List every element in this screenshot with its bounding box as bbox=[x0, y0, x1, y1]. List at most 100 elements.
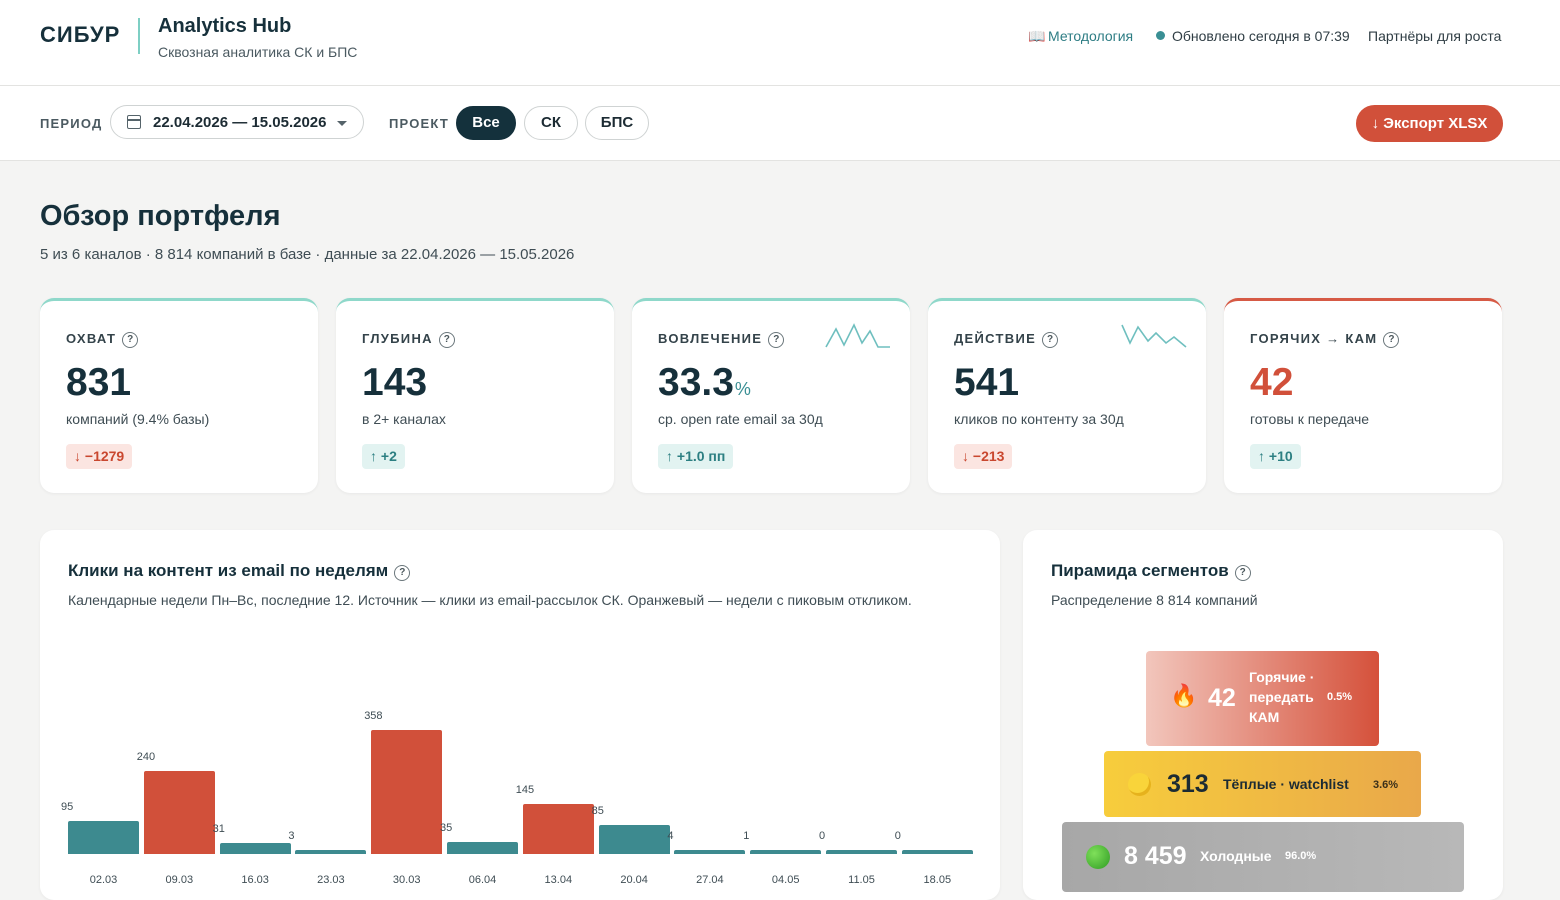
kpi-value: 33.3 bbox=[658, 361, 734, 404]
chart-bar[interactable] bbox=[750, 850, 822, 854]
bar-value-label: 145 bbox=[515, 783, 535, 796]
kpi-label-wrap: ВОВЛЕЧЕНИЕ? bbox=[658, 331, 785, 348]
calendar-icon bbox=[127, 115, 141, 129]
book-icon: 📖 bbox=[1028, 28, 1046, 44]
brand-divider bbox=[138, 18, 140, 54]
kpi-delta-badge: ↑ +10 bbox=[1250, 444, 1301, 469]
project-bps-button[interactable]: БПС bbox=[585, 106, 649, 140]
fire-icon: 🔥 bbox=[1170, 683, 1198, 708]
x-tick-label: 13.04 bbox=[544, 874, 573, 886]
tier-name: Горячие · передать КАМ bbox=[1249, 669, 1315, 725]
bar-value-label: 240 bbox=[136, 750, 156, 763]
partners-link[interactable]: Партнёры для роста bbox=[1368, 28, 1502, 44]
tier-cold[interactable]: 8 459 Холодные 96.0% bbox=[1062, 822, 1464, 892]
kpi-card-hot-to-kam[interactable]: ГОРЯЧИХ → КАМ? 42 готовы к передаче ↑ +1… bbox=[1224, 298, 1502, 493]
help-icon[interactable]: ? bbox=[1234, 565, 1251, 581]
x-tick-label: 30.03 bbox=[392, 874, 421, 886]
kpi-label: ВОВЛЕЧЕНИЕ bbox=[658, 331, 763, 346]
methodology-link[interactable]: 📖 Методология bbox=[1028, 28, 1133, 45]
kpi-card-action[interactable]: ДЕЙСТВИЕ? 541 кликов по контенту за 30д … bbox=[928, 298, 1206, 493]
pyramid-subtitle: Распределение 8 814 компаний bbox=[1051, 592, 1258, 608]
kpi-card-reach[interactable]: ОХВАТ? 831 компаний (9.4% базы) ↓ −1279 bbox=[40, 298, 318, 493]
sparkline-icon bbox=[1121, 324, 1187, 348]
kpi-value: 143 bbox=[362, 361, 428, 404]
x-tick-label: 18.05 bbox=[923, 874, 952, 886]
x-tick-label: 09.03 bbox=[165, 874, 194, 886]
bar-value-label: 95 bbox=[61, 801, 74, 814]
chart-bar[interactable] bbox=[219, 843, 291, 854]
clicks-chart-panel: Клики на контент из email по неделям? Ка… bbox=[40, 530, 1000, 900]
kpi-label-wrap: ГОРЯЧИХ → КАМ? bbox=[1250, 331, 1400, 348]
kpi-value: 42 bbox=[1250, 361, 1294, 404]
kpi-description: ср. open rate email за 30д bbox=[658, 411, 823, 427]
x-tick-label: 11.05 bbox=[848, 874, 875, 886]
kpi-label: ДЕЙСТВИЕ bbox=[954, 331, 1037, 346]
chart-bar[interactable] bbox=[143, 770, 215, 854]
tier-count: 42 bbox=[1208, 684, 1236, 712]
kpi-value: 541 bbox=[954, 361, 1020, 404]
chart-bar[interactable] bbox=[826, 850, 897, 854]
chart-bar[interactable] bbox=[598, 824, 670, 854]
filter-bar: ПЕРИОД 22.04.2026 — 15.05.2026 ПРОЕКТ Вс… bbox=[0, 86, 1560, 161]
tier-count: 313 bbox=[1167, 770, 1209, 798]
page-subtitle: 5 из 6 каналов · 8 814 компаний в базе ·… bbox=[40, 246, 575, 263]
bar-value-label: 0 bbox=[894, 830, 901, 842]
chart-bar[interactable] bbox=[674, 850, 746, 854]
chart-bar[interactable] bbox=[371, 730, 443, 854]
kpi-label-wrap: ГЛУБИНА? bbox=[362, 331, 455, 348]
chart-bar[interactable] bbox=[522, 803, 594, 854]
tier-warm[interactable]: 313 Тёплые · watchlist 3.6% bbox=[1104, 751, 1421, 817]
x-tick-label: 02.03 bbox=[89, 874, 118, 886]
bar-value-label: 4 bbox=[667, 830, 674, 842]
help-icon[interactable]: ? bbox=[768, 332, 785, 348]
kpi-card-depth[interactable]: ГЛУБИНА? 143 в 2+ каналах ↑ +2 bbox=[336, 298, 614, 493]
help-icon[interactable]: ? bbox=[1383, 332, 1400, 348]
bar-value-label: 85 bbox=[591, 804, 604, 817]
app-title: Analytics Hub bbox=[158, 15, 292, 37]
pyramid-title-wrap: Пирамида сегментов? bbox=[1051, 561, 1251, 581]
x-tick-label: 20.04 bbox=[620, 874, 648, 886]
kpi-delta-badge: ↑ +1.0 пп bbox=[658, 444, 734, 469]
update-status: Обновлено сегодня в 07:39 bbox=[1156, 28, 1350, 44]
export-xlsx-button[interactable]: ↓ Экспорт XLSX bbox=[1356, 105, 1503, 142]
clicks-panel-title-wrap: Клики на контент из email по неделям? bbox=[68, 561, 411, 581]
period-label: ПЕРИОД bbox=[40, 116, 103, 131]
top-header: СИБУР Analytics Hub Сквозная аналитика С… bbox=[0, 0, 1560, 86]
kpi-label: ОХВАТ bbox=[66, 331, 117, 346]
help-icon[interactable]: ? bbox=[394, 565, 411, 581]
chart-bar[interactable] bbox=[901, 850, 973, 854]
page-title: Обзор портфеля bbox=[40, 200, 281, 232]
kpi-card-engagement[interactable]: ВОВЛЕЧЕНИЕ? 33.3% ср. open rate email за… bbox=[632, 298, 910, 493]
yellow-circle-icon bbox=[1128, 773, 1151, 796]
bar-value-label: 358 bbox=[364, 710, 383, 722]
x-tick-label: 16.03 bbox=[241, 874, 269, 886]
project-sk-button[interactable]: СК bbox=[524, 106, 578, 140]
help-icon[interactable]: ? bbox=[122, 332, 139, 348]
help-icon[interactable]: ? bbox=[1042, 332, 1059, 348]
chart-bar[interactable] bbox=[68, 821, 139, 854]
chart-bar[interactable] bbox=[447, 841, 518, 854]
tier-percent: 0.5% bbox=[1327, 691, 1353, 703]
kpi-label-wrap: ДЕЙСТВИЕ? bbox=[954, 331, 1059, 348]
period-picker[interactable]: 22.04.2026 — 15.05.2026 bbox=[110, 105, 364, 139]
kpi-unit: % bbox=[734, 379, 751, 399]
project-label: ПРОЕКТ bbox=[389, 116, 450, 131]
kpi-description: готовы к передаче bbox=[1250, 411, 1370, 427]
kpi-label: ГОРЯЧИХ → КАМ bbox=[1250, 331, 1378, 346]
brand-logo[interactable]: СИБУР bbox=[40, 22, 121, 47]
chart-bar[interactable] bbox=[295, 850, 367, 854]
bar-value-label: 1 bbox=[743, 830, 750, 842]
help-icon[interactable]: ? bbox=[438, 332, 455, 348]
update-status-text: Обновлено сегодня в 07:39 bbox=[1172, 28, 1350, 44]
x-tick-label: 27.04 bbox=[696, 874, 724, 886]
clicks-panel-title: Клики на контент из email по неделям bbox=[68, 561, 389, 580]
kpi-description: компаний (9.4% базы) bbox=[66, 411, 210, 427]
x-tick-label: 23.03 bbox=[317, 874, 345, 886]
kpi-description: в 2+ каналах bbox=[362, 411, 446, 427]
project-all-button[interactable]: Все bbox=[456, 106, 516, 140]
tier-hot[interactable]: 🔥 42 Горячие · передать КАМ 0.5% bbox=[1146, 651, 1379, 746]
methodology-label: Методология bbox=[1048, 28, 1134, 44]
kpi-description: кликов по контенту за 30д bbox=[954, 411, 1124, 427]
status-dot-icon bbox=[1156, 31, 1165, 40]
tier-name: Холодные bbox=[1200, 848, 1272, 864]
